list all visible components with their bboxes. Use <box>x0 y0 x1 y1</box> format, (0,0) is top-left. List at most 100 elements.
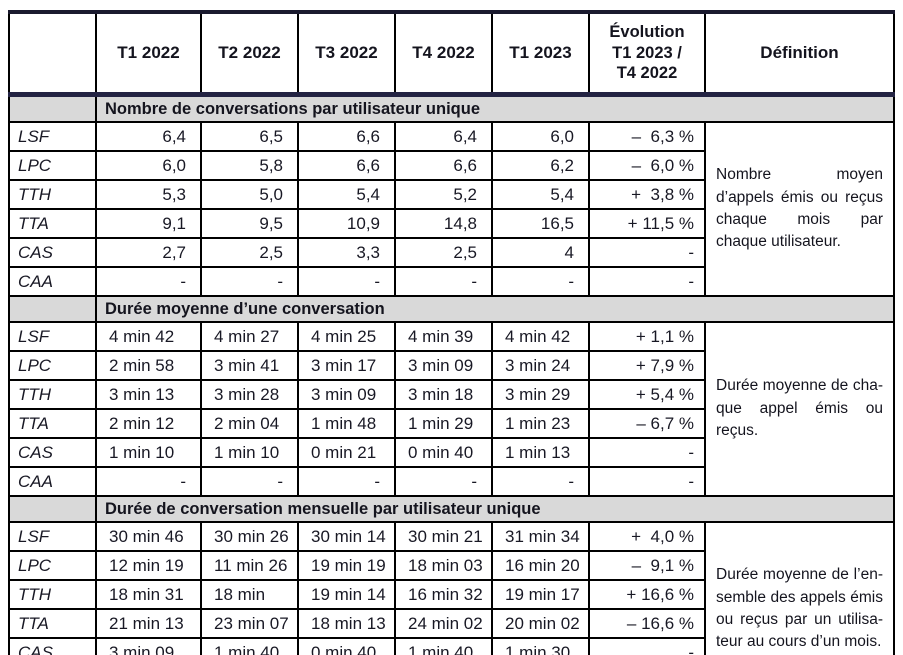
cell-value: 6,5 <box>200 121 299 152</box>
cell-value: - <box>491 266 590 297</box>
cell-value: 3 min 09 <box>297 379 396 410</box>
cell-value: 19 min 17 <box>491 579 590 610</box>
cell-value: 18 min 31 <box>95 579 202 610</box>
table-row: TTA 9,1 9,5 10,9 14,8 16,5 + 11,5 % <box>8 208 894 239</box>
cell-value: 2 min 04 <box>200 408 299 439</box>
cell-value: 30 min 26 <box>200 521 299 552</box>
cell-value: 3 min 09 <box>394 350 493 381</box>
section-title: Durée moyenne d’une conversation <box>95 295 895 323</box>
column-header-t1-2023: T1 2023 <box>491 11 590 96</box>
table-row: LPC 2 min 58 3 min 41 3 min 17 3 min 09 … <box>8 350 894 381</box>
cell-value: 6,0 <box>95 150 202 181</box>
table-row: CAS 3 min 09 1 min 40 0 min 40 1 min 40 … <box>8 637 894 655</box>
cell-value: 0 min 40 <box>297 637 396 655</box>
cell-value: 5,3 <box>95 179 202 210</box>
cell-value: 31 min 34 <box>491 521 590 552</box>
cell-value: 2,5 <box>200 237 299 268</box>
cell-value: 1 min 40 <box>200 637 299 655</box>
section-header-row: Durée de conversation mensuelle par util… <box>8 495 895 523</box>
cell-value: 24 min 02 <box>394 608 493 639</box>
column-header-definition: Définition <box>704 11 895 96</box>
evolution-value: - <box>588 466 706 497</box>
column-header-t3-2022: T3 2022 <box>297 11 396 96</box>
table-row: LSF 30 min 46 30 min 26 30 min 14 30 min… <box>8 521 895 655</box>
cell-value: - <box>297 266 396 297</box>
column-header-t2-2022: T2 2022 <box>200 11 299 96</box>
cell-value: 4 min 39 <box>394 321 493 352</box>
row-label: LSF <box>8 121 97 152</box>
cell-value: - <box>200 466 299 497</box>
row-label: TTA <box>8 208 97 239</box>
column-header-t1-2022: T1 2022 <box>95 11 202 96</box>
table-row: TTH 5,3 5,0 5,4 5,2 5,4 + 3,8 % <box>8 179 894 210</box>
cell-value: 6,4 <box>394 121 493 152</box>
table-row: CAA - - - - - - <box>8 466 894 497</box>
cell-value: 4 min 42 <box>491 321 590 352</box>
cell-value: 18 min 13 <box>297 608 396 639</box>
column-header-t4-2022: T4 2022 <box>394 11 493 96</box>
cell-value: 19 min 14 <box>297 579 396 610</box>
cell-value: 3 min 17 <box>297 350 396 381</box>
cell-value: 0 min 40 <box>394 437 493 468</box>
table-row: CAA - - - - - - <box>8 266 894 297</box>
section-header-row: Nombre de conversations par utilisateur … <box>8 92 895 123</box>
definition-text: Durée moyenne de cha­que appel émis ou r… <box>704 321 895 497</box>
header-row: T1 2022 T2 2022 T3 2022 T4 2022 T1 2023 … <box>8 11 895 96</box>
cell-value: 1 min 30 <box>491 637 590 655</box>
row-label: CAS <box>8 637 97 655</box>
table-row: CAS 2,7 2,5 3,3 2,5 4 - <box>8 237 894 268</box>
cell-value: 2 min 58 <box>95 350 202 381</box>
cell-value: 0 min 21 <box>297 437 396 468</box>
cell-value: 3 min 13 <box>95 379 202 410</box>
evolution-value: - <box>588 266 706 297</box>
cell-value: 16,5 <box>491 208 590 239</box>
cell-value: 9,5 <box>200 208 299 239</box>
cell-value: 3 min 18 <box>394 379 493 410</box>
evolution-value: – 16,6 % <box>588 608 706 639</box>
cell-value: - <box>394 466 493 497</box>
cell-value: 1 min 29 <box>394 408 493 439</box>
cell-value: - <box>95 466 202 497</box>
cell-value: - <box>297 466 396 497</box>
cell-value: 1 min 40 <box>394 637 493 655</box>
table-row: CAS 1 min 10 1 min 10 0 min 21 0 min 40 … <box>8 437 894 468</box>
cell-value: 4 <box>491 237 590 268</box>
cell-value: 1 min 13 <box>491 437 590 468</box>
row-label: TTH <box>8 179 97 210</box>
cell-value: 3 min 28 <box>200 379 299 410</box>
cell-value: 6,6 <box>297 150 396 181</box>
column-header-evolution: Évolution T1 2023 / T4 2022 <box>588 11 706 96</box>
evolution-value: – 9,1 % <box>588 550 706 581</box>
metrics-table: T1 2022 T2 2022 T3 2022 T4 2022 T1 2023 … <box>8 10 895 655</box>
section-header-row: Durée moyenne d’une conversation <box>8 295 895 323</box>
cell-value: 4 min 25 <box>297 321 396 352</box>
evolution-value: + 7,9 % <box>588 350 706 381</box>
cell-value: 6,4 <box>95 121 202 152</box>
table-row: LPC 12 min 19 11 min 26 19 min 19 18 min… <box>8 550 894 581</box>
cell-value: 6,0 <box>491 121 590 152</box>
row-label: CAA <box>8 466 97 497</box>
evolution-value: + 5,4 % <box>588 379 706 410</box>
section-title: Durée de conversation mensuelle par util… <box>95 495 895 523</box>
cell-value: - <box>95 266 202 297</box>
cell-value: 14,8 <box>394 208 493 239</box>
cell-value: 30 min 21 <box>394 521 493 552</box>
table-row: LPC 6,0 5,8 6,6 6,6 6,2 – 6,0 % <box>8 150 894 181</box>
cell-value: 19 min 19 <box>297 550 396 581</box>
section-blank-cell <box>8 295 97 323</box>
evolution-value: - <box>588 437 706 468</box>
cell-value: 12 min 19 <box>95 550 202 581</box>
evolution-value: – 6,0 % <box>588 150 706 181</box>
cell-value: 30 min 46 <box>95 521 202 552</box>
cell-value: 1 min 10 <box>95 437 202 468</box>
evolution-value: + 3,8 % <box>588 179 706 210</box>
cell-value: 21 min 13 <box>95 608 202 639</box>
cell-value: - <box>200 266 299 297</box>
cell-value: 6,6 <box>394 150 493 181</box>
corner-cell <box>8 11 97 96</box>
cell-value: 3 min 09 <box>95 637 202 655</box>
cell-value: 3 min 24 <box>491 350 590 381</box>
definition-text: Nombre moyen d’appels émis ou reçus chaq… <box>704 121 895 297</box>
evolution-value: + 11,5 % <box>588 208 706 239</box>
section-blank-cell <box>8 495 97 523</box>
